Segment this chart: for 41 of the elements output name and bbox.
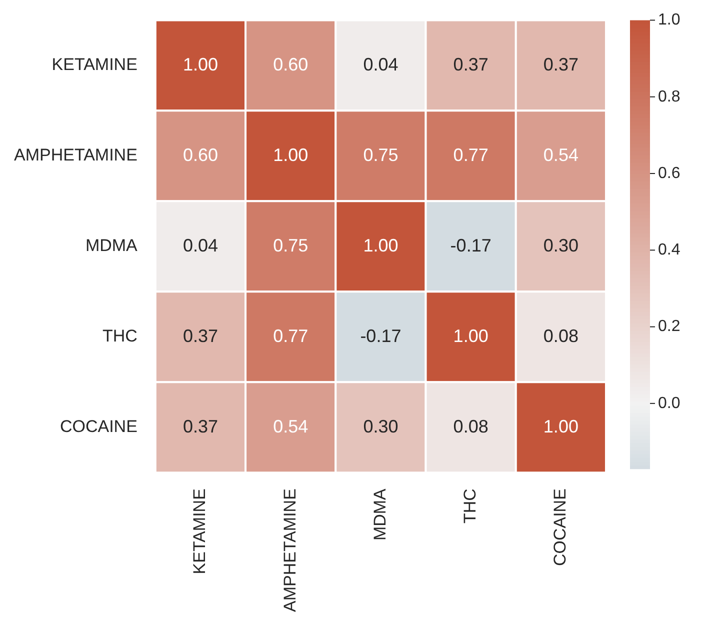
data-label: -0.17: [450, 235, 492, 256]
y-tick-label: AMPHETAMINE: [14, 146, 138, 165]
data-label: 0.75: [363, 144, 398, 165]
data-label: 0.54: [273, 416, 308, 436]
data-label: 0.37: [453, 54, 488, 74]
data-label: 0.37: [543, 54, 578, 74]
color-bar-label: 0.4: [658, 242, 680, 259]
data-label: 0.60: [182, 144, 218, 165]
x-tick-label: KETAMINE: [190, 488, 210, 574]
x-tick-label: AMPHETAMINE: [280, 488, 300, 612]
data-label: 0.37: [182, 326, 218, 346]
data-label: 0.75: [273, 235, 308, 256]
color-bar-label: 0.6: [658, 164, 680, 182]
color-bar-label: 0.0: [658, 394, 680, 412]
color-bar-label: 0.2: [658, 318, 680, 336]
data-label: 0.54: [543, 144, 578, 165]
data-label: -0.17: [360, 326, 402, 346]
data-label: 1.00: [182, 54, 218, 74]
x-tick-label: MDMA: [370, 488, 390, 541]
data-label: 0.08: [543, 326, 578, 346]
y-tick-label: KETAMINE: [52, 55, 138, 74]
data-label: 0.77: [273, 326, 308, 346]
data-label: 0.30: [363, 416, 398, 436]
x-tick-label: THC: [460, 488, 480, 524]
data-label: 1.00: [453, 326, 488, 346]
data-label: 1.00: [363, 235, 398, 256]
data-label: 0.37: [182, 416, 218, 436]
data-label: 0.04: [363, 54, 398, 74]
y-tick-label: COCAINE: [60, 417, 138, 436]
y-tick-label: THC: [102, 326, 138, 346]
x-tick-label: COCAINE: [550, 488, 570, 566]
data-label: 1.00: [543, 416, 578, 436]
color-bar-label: 1.0: [658, 12, 680, 29]
data-label: 0.77: [453, 144, 488, 165]
data-label: 0.60: [273, 54, 308, 74]
data-label: 0.30: [543, 235, 578, 256]
data-label: 1.00: [273, 144, 308, 165]
data-label: 0.08: [453, 416, 488, 436]
color-bar-label: 0.8: [658, 88, 680, 106]
y-tick-label: MDMA: [85, 236, 138, 256]
data-label: 0.04: [182, 235, 218, 256]
